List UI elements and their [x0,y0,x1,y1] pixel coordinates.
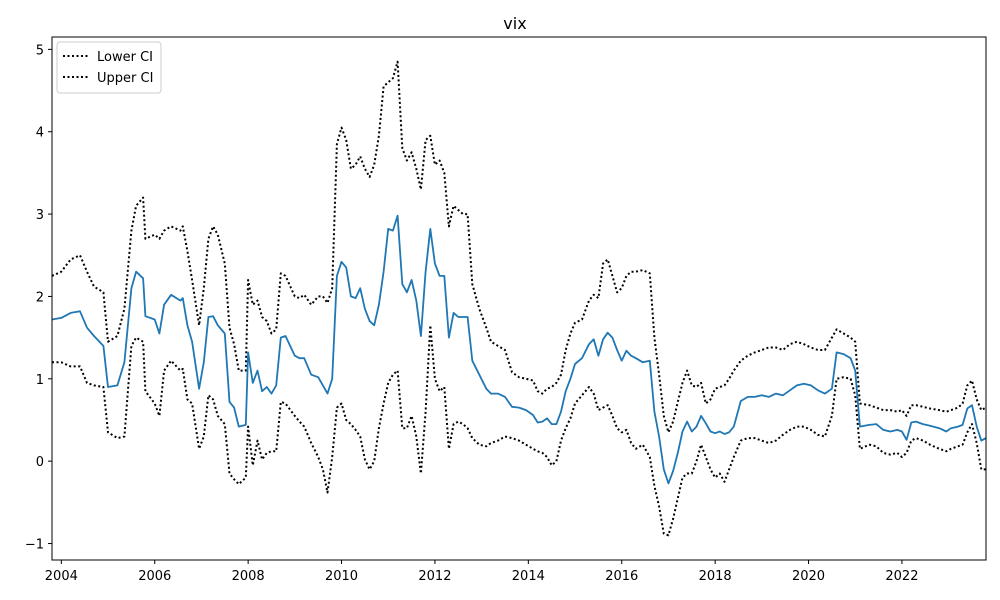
series-line-lower [52,324,986,537]
chart-title: vix [503,14,526,33]
y-tick-label: 1 [36,373,44,388]
y-tick-label: 4 [36,126,44,141]
x-tick-label: 2012 [418,569,451,584]
series-line-estimate [52,214,986,485]
x-tick-label: 2008 [232,569,265,584]
x-tick-label: 2004 [45,569,78,584]
y-tick-label: 0 [36,455,44,470]
x-tick-label: 2022 [885,569,918,584]
legend-label: Upper CI [97,71,153,86]
y-tick-label: 2 [36,290,44,305]
x-axis: 2004 2006 2008 2010 2012 2014 2016 2018 2020 2022 [45,560,918,584]
axes-frame [51,36,987,561]
x-tick-label: 2010 [325,569,358,584]
x-tick-label: 2018 [699,569,732,584]
x-tick-label: 2016 [605,569,638,584]
legend: Lower CI Upper CI [56,41,162,94]
legend-box [56,41,162,94]
x-tick-label: 2020 [792,569,825,584]
plot-area [52,60,986,537]
y-tick-label: −1 [25,538,44,553]
legend-label: Lower CI [97,50,153,65]
x-tick-label: 2014 [512,569,545,584]
x-tick-label: 2006 [138,569,171,584]
y-tick-label: 5 [36,43,44,58]
y-tick-label: 3 [36,208,44,223]
y-axis: −1 0 1 2 3 4 5 [25,43,52,553]
series-line-upper [52,60,986,434]
